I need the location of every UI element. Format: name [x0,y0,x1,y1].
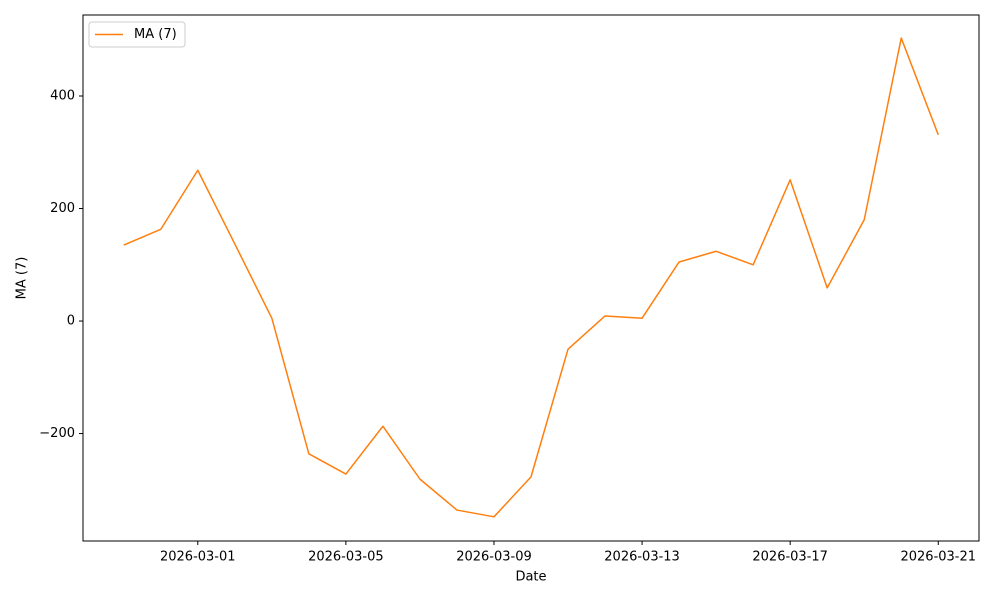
legend-box [88,21,186,48]
x-tick-label: 2026-03-21 [900,550,976,565]
y-tick-label: 400 [50,89,75,104]
legend-label: MA (7) [134,27,177,42]
x-tick-label: 2026-03-01 [160,550,236,565]
plot-frame [82,14,980,542]
y-axis-label: MA (7) [15,257,30,300]
y-tick-label: 0 [67,314,75,329]
x-axis-label: Date [515,570,546,585]
x-tick-label: 2026-03-17 [752,550,828,565]
x-tick-label: 2026-03-05 [308,550,384,565]
x-tick-label: 2026-03-13 [604,550,680,565]
line [123,37,939,518]
y-tick-label: −200 [39,426,75,441]
y-tick-label: 200 [50,201,75,216]
x-tick-label: 2026-03-09 [456,550,532,565]
